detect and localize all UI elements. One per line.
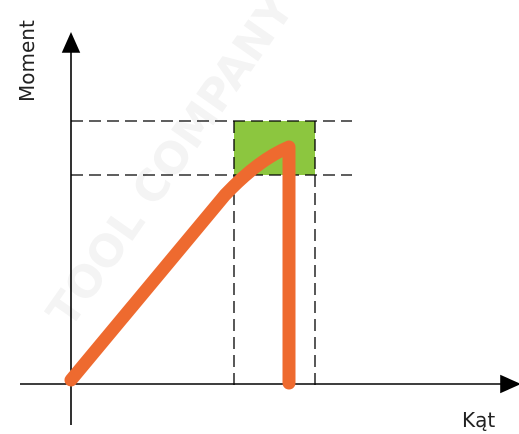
- axes: [20, 32, 519, 425]
- torque-curve: [64, 140, 296, 390]
- guide-lines: [71, 120, 352, 385]
- y-axis-label: Moment: [15, 20, 39, 102]
- x-axis-arrow: [500, 374, 519, 394]
- x-axis-label: Kąt: [462, 408, 495, 432]
- y-axis-arrow: [61, 32, 81, 53]
